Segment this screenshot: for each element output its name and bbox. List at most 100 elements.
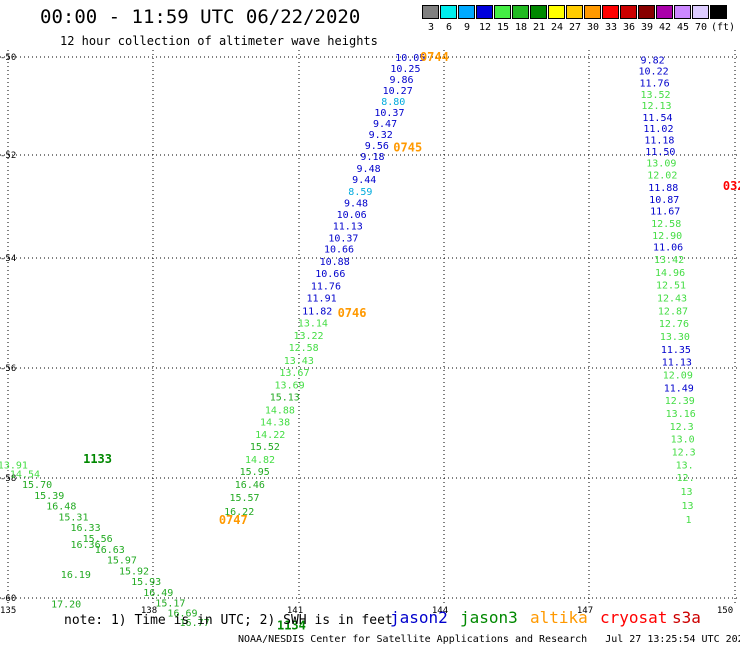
swh-value-label: 11.18 <box>644 135 674 146</box>
swh-value-label: 16.63 <box>95 545 125 556</box>
swh-value-label: 12.43 <box>657 294 687 305</box>
swh-value-label: 12.39 <box>665 396 695 407</box>
satellite-cryosat-label: cryosat <box>600 608 668 627</box>
swh-value-label: 12.02 <box>647 171 677 182</box>
swh-value-label: 10.87 <box>649 195 679 206</box>
scale-label: 30 <box>586 22 600 33</box>
swh-value-label: 15.70 <box>22 480 52 491</box>
scale-label: 21 <box>532 22 546 33</box>
swh-value-label: 13.43 <box>284 356 314 367</box>
swh-value-label: 14.88 <box>265 405 295 416</box>
footer-timestamp: Jul 27 13:25:54 UTC 2020 <box>605 634 740 645</box>
scale-swatch <box>530 5 547 19</box>
swh-value-label: 9.44 <box>352 175 376 186</box>
swh-value-label: 13.14 <box>298 318 328 329</box>
satellite-altika-label: altika <box>530 608 588 627</box>
swh-value-label: 12.09 <box>663 371 693 382</box>
lat-tick-label: -56 <box>0 364 16 374</box>
pass-time-label: 0744 <box>420 50 449 64</box>
swh-value-label: 11.50 <box>645 147 675 158</box>
swh-value-label: 15.13 <box>270 393 300 404</box>
swh-value-label: 12.76 <box>659 319 689 330</box>
scale-swatch <box>494 5 511 19</box>
scale-swatch <box>638 5 655 19</box>
swh-value-label: 11.67 <box>650 207 680 218</box>
pass-time-label: 0745 <box>393 141 422 155</box>
scale-swatch <box>656 5 673 19</box>
swh-value-label: 9.56 <box>365 141 389 152</box>
swh-value-label: 14.96 <box>655 268 685 279</box>
swh-value-label: 15.31 <box>58 512 88 523</box>
scale-swatch <box>674 5 691 19</box>
swh-value-label: 16.48 <box>46 502 76 513</box>
swh-value-label: 16.46 <box>235 480 265 491</box>
scale-label: 15 <box>496 22 510 33</box>
swh-value-label: 15.52 <box>250 442 280 453</box>
swh-value-label: 9.32 <box>369 130 393 141</box>
scale-swatch <box>440 5 457 19</box>
swh-value-label: 14.54 <box>10 470 40 481</box>
swh-value-label: 15.92 <box>119 566 149 577</box>
lon-tick-label: 144 <box>432 606 448 616</box>
scale-label: 33 <box>604 22 618 33</box>
swh-value-label: 11.13 <box>662 357 692 368</box>
swh-value-label: 12.3 <box>670 422 694 433</box>
swh-value-label: 9.18 <box>360 152 384 163</box>
lat-lon-grid <box>0 50 740 603</box>
swh-value-label: 13.42 <box>654 255 684 266</box>
pass-time-labels: 0744 0745 0746 0747 1133 1134 032 <box>83 50 740 633</box>
swh-value-label: 16.33 <box>70 523 100 534</box>
scale-label: 3 <box>427 22 435 33</box>
scale-swatch <box>584 5 601 19</box>
lat-tick-label: -54 <box>0 254 16 264</box>
scale-label: (ft) <box>710 22 736 33</box>
map-title: 00:00 - 11:59 UTC 06/22/2020 <box>40 6 361 28</box>
swh-value-label: 9.48 <box>344 198 368 209</box>
swh-value-label: 9.86 <box>390 75 414 86</box>
swh-value-label: 13.69 <box>275 381 305 392</box>
swh-value-label: 10.05 <box>395 53 425 64</box>
axis-ticks: 135 138 141 144 147 150 -50 -52 -54 -56 -58 -60 <box>0 53 733 616</box>
swh-value-label: 12. <box>677 473 695 484</box>
swh-value-label: 10.06 <box>337 210 367 221</box>
swh-value-label: 11.82 <box>302 306 332 317</box>
swh-value-label: 14.82 <box>245 455 275 466</box>
scale-label: 9 <box>463 22 471 33</box>
scale-swatch <box>620 5 637 19</box>
swh-value-label: 9.82 <box>641 55 665 66</box>
lat-tick-label: -58 <box>0 474 16 484</box>
swh-value-label: 10.27 <box>383 86 413 97</box>
lat-tick-label: -52 <box>0 151 16 161</box>
swh-value-label: 15.97 <box>107 556 137 567</box>
swh-value-label: 10.88 <box>320 257 350 268</box>
swh-value-label: 11.76 <box>311 282 341 293</box>
swh-value-label: 11.13 <box>333 222 363 233</box>
swh-value-label: 16.19 <box>61 570 91 581</box>
swh-value-label: 12.3 <box>672 448 696 459</box>
swh-value-label: 11.49 <box>664 383 694 394</box>
swh-value-label: 17.20 <box>51 600 81 611</box>
legend-note: note: 1) Time is in UTC; 2) SWH is in fe… <box>64 613 393 628</box>
swh-value-label: 15.95 <box>240 467 270 478</box>
lon-tick-label: 138 <box>141 606 157 616</box>
swh-value-label: 16.49 <box>143 588 173 599</box>
satellite-s3a-label: s3a <box>672 608 701 627</box>
scale-label: 6 <box>445 22 453 33</box>
swh-value-label: 13.0 <box>671 434 695 445</box>
swh-value-label: 16.36 <box>70 540 100 551</box>
swh-value-label: 15.57 <box>229 493 259 504</box>
swh-value-label: 10.37 <box>374 108 404 119</box>
scale-swatch <box>512 5 529 19</box>
swh-value-label: 13 <box>681 487 693 498</box>
swh-value-label: 12.58 <box>289 343 319 354</box>
swh-value-label: 15.17 <box>155 598 185 609</box>
swh-value-label: 14.22 <box>255 430 285 441</box>
pass-time-label: 0747 <box>219 513 248 527</box>
swh-value-label: 11.06 <box>653 243 683 254</box>
pass-time-label: 032 <box>723 179 740 193</box>
pass-time-label: 0746 <box>338 306 367 320</box>
footer-agency: NOAA/NESDIS Center for Satellite Applica… <box>238 634 588 645</box>
scale-label: 45 <box>676 22 690 33</box>
swh-value-label: 11.91 <box>307 294 337 305</box>
